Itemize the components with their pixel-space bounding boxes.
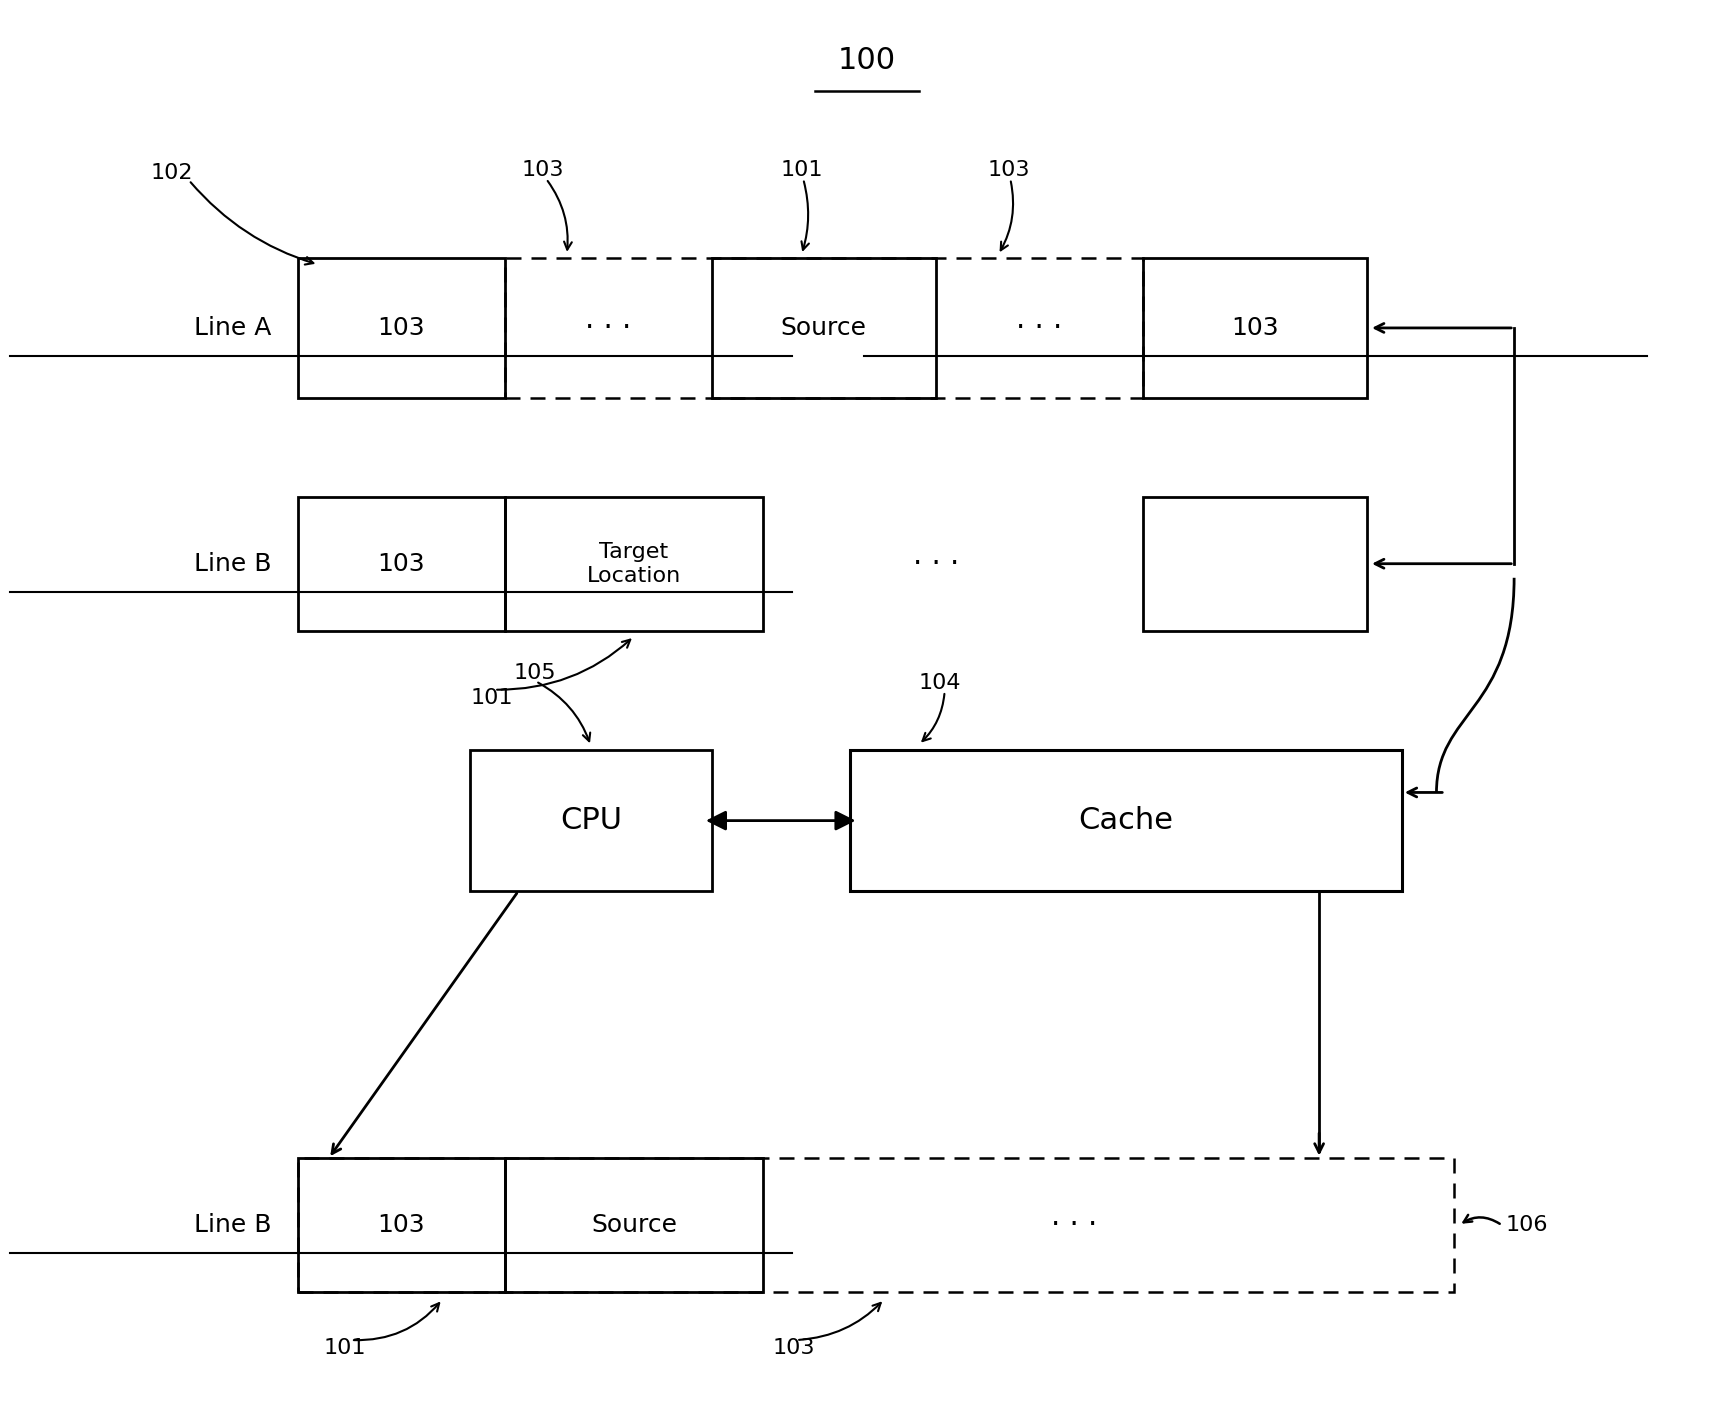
Text: 103: 103 xyxy=(522,160,564,180)
Text: Line B: Line B xyxy=(194,1214,272,1238)
Text: 103: 103 xyxy=(1231,316,1280,340)
Bar xyxy=(298,1158,1453,1293)
Bar xyxy=(470,750,711,891)
Text: 102: 102 xyxy=(151,163,194,183)
Text: · · ·: · · · xyxy=(912,549,959,578)
Bar xyxy=(711,258,936,398)
Text: Line A: Line A xyxy=(194,316,272,340)
Bar xyxy=(298,258,505,398)
Text: 103: 103 xyxy=(378,1214,425,1238)
Text: Source: Source xyxy=(780,316,867,340)
Text: 101: 101 xyxy=(780,160,824,180)
Text: Line B: Line B xyxy=(194,552,272,576)
Text: Cache: Cache xyxy=(1079,806,1174,835)
Text: 100: 100 xyxy=(838,45,896,75)
Bar xyxy=(505,497,763,630)
Text: CPU: CPU xyxy=(560,806,623,835)
Text: 103: 103 xyxy=(378,316,425,340)
Text: 103: 103 xyxy=(772,1338,815,1358)
Text: Source: Source xyxy=(591,1214,676,1238)
Text: · · ·: · · · xyxy=(584,314,631,341)
Bar xyxy=(850,750,1403,891)
Text: · · ·: · · · xyxy=(1016,314,1063,341)
Text: 103: 103 xyxy=(988,160,1030,180)
Bar xyxy=(505,1158,763,1293)
Bar xyxy=(1143,258,1368,398)
Text: 104: 104 xyxy=(919,673,961,692)
Text: 103: 103 xyxy=(378,552,425,576)
Text: 101: 101 xyxy=(470,688,513,708)
Text: 105: 105 xyxy=(513,663,557,683)
Bar xyxy=(505,258,1143,398)
Bar xyxy=(298,497,505,630)
Text: · · ·: · · · xyxy=(1051,1211,1098,1239)
Text: Target
Location: Target Location xyxy=(586,542,681,586)
Bar xyxy=(1143,497,1368,630)
Bar xyxy=(298,1158,505,1293)
Text: 101: 101 xyxy=(324,1338,366,1358)
Text: 106: 106 xyxy=(1505,1215,1548,1235)
